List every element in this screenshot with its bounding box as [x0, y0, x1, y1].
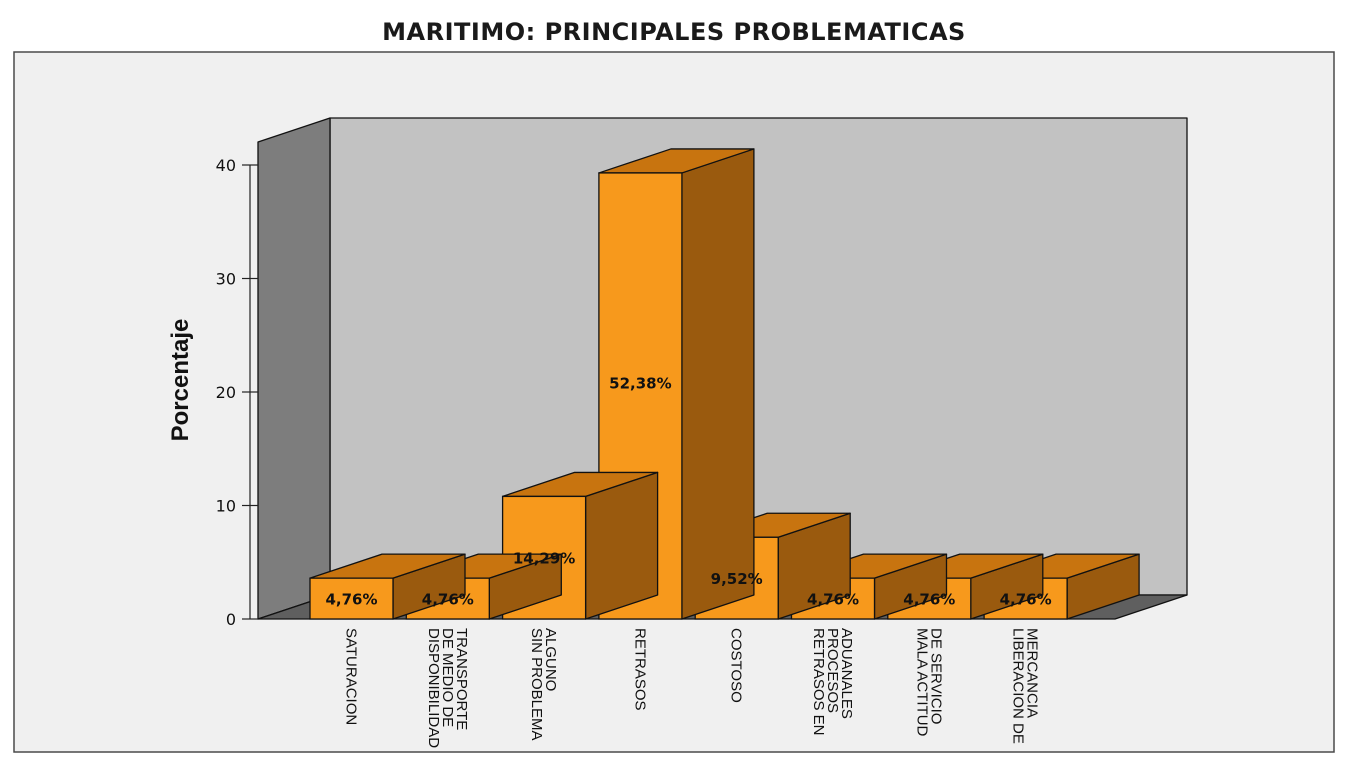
side-wall	[257, 117, 331, 620]
category-label: PROCESOS	[824, 628, 841, 713]
y-tick-label: 10	[216, 497, 236, 516]
category-label: DISPONIBILIDAD	[425, 628, 442, 748]
category-label: MALA ACTITUD	[913, 628, 930, 737]
category-label: ADUANALES	[838, 628, 855, 719]
chart-title: MARITIMO: PRINCIPALES PROBLEMATICAS	[382, 18, 966, 46]
y-tick-label: 40	[216, 156, 236, 175]
category-label: RETRASOS EN	[810, 628, 827, 736]
data-label: 14,29%	[513, 550, 575, 568]
y-axis: 0 10 20 30 40	[216, 156, 258, 629]
category-label: LIBERACION DE	[1010, 628, 1027, 744]
data-label: 4,76%	[422, 591, 474, 609]
category-label: SIN PROBLEMA	[528, 628, 545, 741]
category-label: COSTOSO	[728, 628, 745, 703]
bar-side	[681, 148, 755, 620]
data-labels: 4,76% 4,76% 14,29% 52,38% 9,52% 4,76% 4,76% 4,7…	[325, 375, 1051, 609]
data-label: 4,76%	[807, 591, 859, 609]
data-label: 52,38%	[609, 375, 671, 393]
y-tick-label: 30	[216, 270, 236, 289]
category-label: MERCANCIA	[1024, 628, 1041, 718]
bar	[309, 553, 466, 620]
data-label: 4,76%	[903, 591, 955, 609]
data-label: 4,76%	[325, 591, 377, 609]
y-axis-label: Porcentaje	[167, 319, 194, 442]
y-tick-label: 0	[226, 610, 236, 629]
category-label: RETRASOS	[631, 628, 648, 711]
data-label: 4,76%	[1000, 591, 1052, 609]
category-label: DE SERVICIO	[927, 628, 944, 724]
category-label: ALGUNO	[542, 628, 559, 691]
bars	[309, 148, 1140, 620]
bar-front	[309, 577, 394, 620]
bar-side	[584, 471, 659, 620]
category-label: DE MEDIO DE	[439, 628, 456, 727]
y-tick-label: 20	[216, 383, 236, 402]
category-label: SATURACION	[343, 628, 360, 725]
data-label: 9,52%	[711, 570, 763, 588]
category-label: TRANSPORTE	[453, 628, 470, 730]
